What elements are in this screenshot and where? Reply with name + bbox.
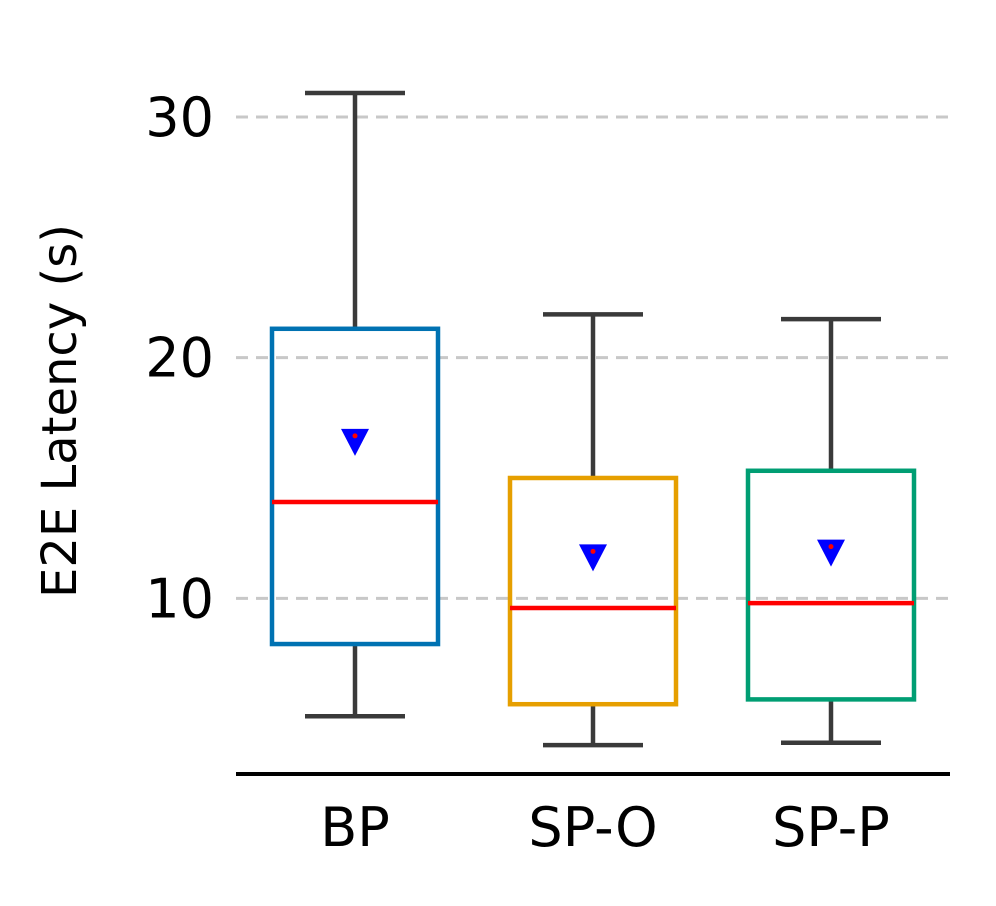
y-tick-label-10: 10 [145,567,214,630]
boxes [269,90,917,748]
box-group-BP [269,90,441,719]
mean-marker-dot [590,548,596,554]
y-tick-label-20: 20 [145,327,214,390]
box-group-SP-P [745,316,917,745]
y-tick-label-30: 30 [145,86,214,149]
y-tick-labels: 10 20 30 [145,86,214,630]
box-iqr [745,468,917,702]
mean-marker [579,544,607,572]
x-tick-labels: BP SP-O SP-P [320,796,890,859]
mean-marker [341,428,369,456]
x-tick-label-SP-P: SP-P [772,796,890,859]
mean-marker [817,539,845,567]
box-group-SP-O [507,312,679,748]
box-iqr [269,326,441,647]
x-tick-label-SP-O: SP-O [528,796,657,859]
mean-marker-dot [828,544,834,550]
y-axis-title: E2E Latency (s) [32,224,88,598]
mean-marker-dot [352,433,358,439]
x-tick-label-BP: BP [320,796,390,859]
box-iqr [507,475,679,707]
